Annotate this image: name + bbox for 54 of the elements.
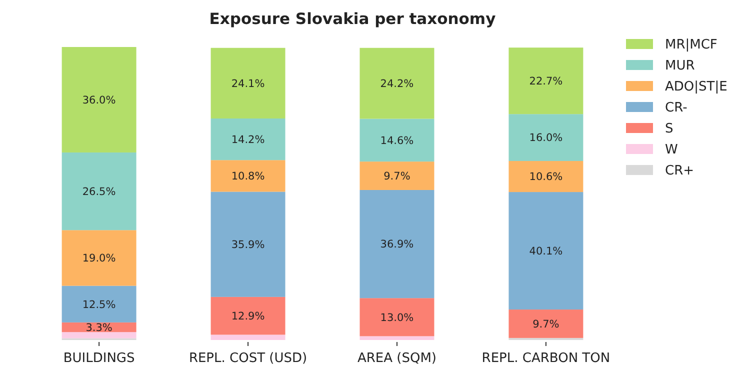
bar bbox=[508, 160, 584, 192]
bar bbox=[360, 48, 434, 119]
data-label: 9.7% bbox=[532, 318, 560, 330]
bar bbox=[62, 152, 136, 230]
bar bbox=[360, 298, 434, 336]
x-tick-label: REPL. CARBON TON bbox=[482, 351, 610, 366]
data-label: 19.0% bbox=[82, 252, 116, 265]
data-label: 9.7% bbox=[384, 170, 410, 182]
data-label: 14.6% bbox=[380, 134, 414, 147]
x-tick-label: AREA (SQM) bbox=[357, 351, 436, 366]
x-tick-label: REPL. COST (USD) bbox=[188, 351, 308, 366]
bar bbox=[210, 334, 286, 340]
bar bbox=[210, 48, 286, 118]
legend-label: MR|MCF bbox=[665, 38, 718, 53]
data-label: 3.3% bbox=[86, 322, 112, 334]
data-label: 10.6% bbox=[529, 171, 563, 184]
legend-label: MUR bbox=[665, 58, 695, 74]
bar bbox=[210, 192, 286, 297]
bar bbox=[62, 47, 136, 152]
bar bbox=[508, 192, 584, 310]
bar bbox=[210, 160, 286, 192]
data-label: 12.9% bbox=[231, 310, 265, 323]
bar bbox=[508, 48, 584, 114]
data-label: 12.5% bbox=[82, 298, 116, 311]
bar bbox=[62, 332, 136, 338]
bar bbox=[360, 162, 434, 190]
data-label: 40.1% bbox=[529, 245, 563, 258]
bar bbox=[62, 230, 136, 286]
legend-label: ADO|ST|E bbox=[665, 80, 728, 95]
data-label: 22.7% bbox=[529, 76, 563, 88]
data-label: 35.9% bbox=[231, 239, 265, 252]
data-label: 13.0% bbox=[380, 312, 414, 324]
legend-label: W bbox=[665, 142, 678, 158]
legend-label: CR+ bbox=[665, 164, 694, 179]
legend-label: CR- bbox=[665, 100, 688, 116]
x-tick-label: BUILDINGS bbox=[63, 351, 135, 366]
bar bbox=[210, 118, 286, 160]
bar bbox=[62, 286, 136, 322]
data-label: 16.0% bbox=[529, 132, 563, 144]
data-label: 10.8% bbox=[231, 170, 265, 183]
bar bbox=[508, 310, 584, 338]
legend-label: S bbox=[665, 122, 674, 137]
data-label: 24.1% bbox=[231, 78, 265, 90]
bar bbox=[360, 118, 434, 162]
data-label: 36.9% bbox=[380, 238, 414, 251]
bar bbox=[210, 296, 286, 335]
data-label: 36.0% bbox=[82, 94, 116, 106]
data-label: 14.2% bbox=[231, 134, 265, 146]
chart-title: Exposure Slovakia per taxonomy bbox=[209, 10, 496, 28]
data-label: 26.5% bbox=[82, 186, 116, 198]
bar bbox=[360, 336, 434, 340]
data-label: 24.2% bbox=[380, 78, 414, 90]
bar bbox=[508, 114, 584, 161]
bar bbox=[360, 190, 434, 298]
